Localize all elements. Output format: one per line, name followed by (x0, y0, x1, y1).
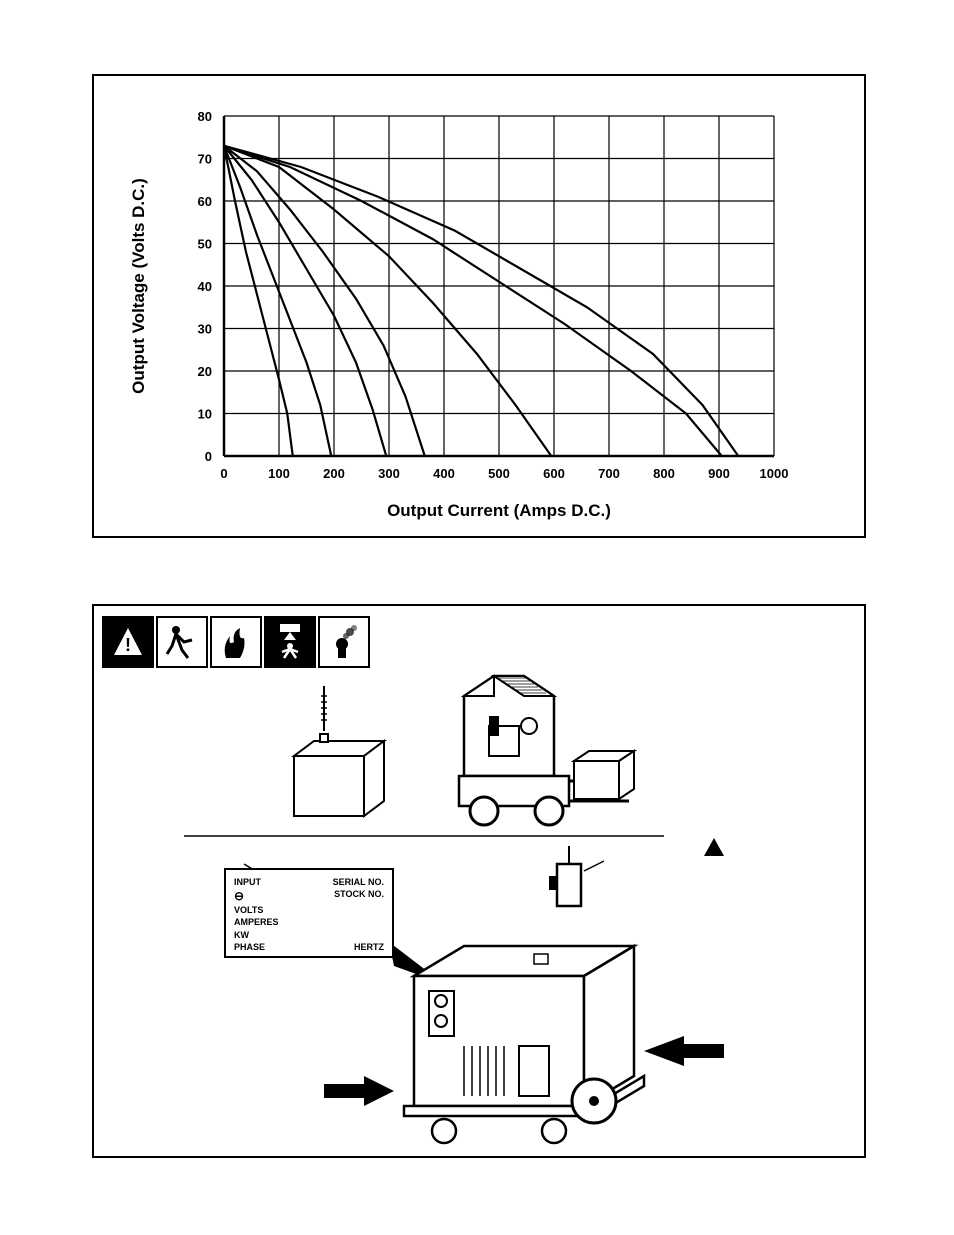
svg-text:300: 300 (378, 466, 400, 481)
svg-text:30: 30 (198, 322, 212, 337)
svg-text:400: 400 (433, 466, 455, 481)
svg-text:700: 700 (598, 466, 620, 481)
svg-text:600: 600 (543, 466, 565, 481)
svg-text:0: 0 (205, 449, 212, 464)
nameplate-label: INPUTSERIAL NO. ⊖STOCK NO. VOLTS AMPERES… (224, 868, 394, 958)
svg-text:50: 50 (198, 237, 212, 252)
svg-text:60: 60 (198, 194, 212, 209)
svg-text:800: 800 (653, 466, 675, 481)
svg-text:900: 900 (708, 466, 730, 481)
installation-diagram-panel: ! (92, 604, 866, 1158)
svg-text:40: 40 (198, 279, 212, 294)
installation-illustration (94, 606, 864, 1156)
chart-ylabel: Output Voltage (Volts D.C.) (129, 178, 148, 394)
svg-text:20: 20 (198, 364, 212, 379)
svg-text:0: 0 (220, 466, 227, 481)
svg-text:500: 500 (488, 466, 510, 481)
page: 0 100 200 300 400 500 600 700 800 900 1000 0 10 20 30… (0, 0, 954, 1235)
chart-xlabel: Output Current (Amps D.C.) (387, 501, 611, 520)
volt-amp-chart-panel: 0 100 200 300 400 500 600 700 800 900 1000 0 10 20 30… (92, 74, 866, 538)
volt-amp-chart: 0 100 200 300 400 500 600 700 800 900 1000 0 10 20 30… (94, 76, 864, 536)
svg-text:70: 70 (198, 152, 212, 167)
svg-text:1000: 1000 (760, 466, 789, 481)
svg-text:10: 10 (198, 407, 212, 422)
svg-text:80: 80 (198, 109, 212, 124)
svg-text:200: 200 (323, 466, 345, 481)
svg-text:100: 100 (268, 466, 290, 481)
